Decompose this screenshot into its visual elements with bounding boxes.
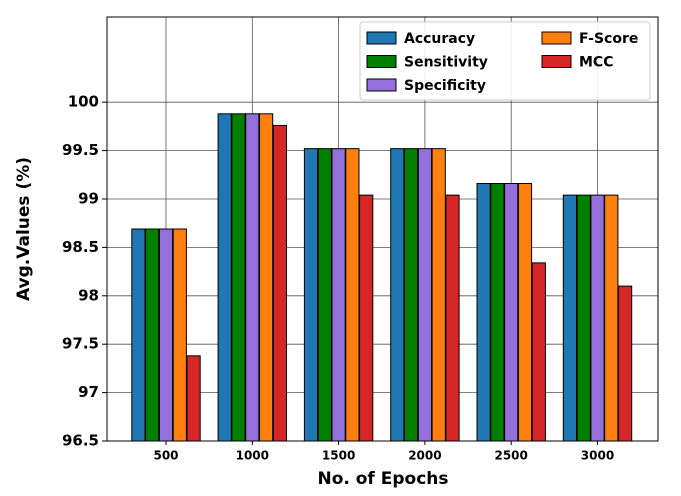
bar <box>531 262 546 442</box>
bar <box>172 228 187 442</box>
bar <box>490 183 505 442</box>
bar <box>245 113 260 442</box>
plot-frame <box>106 16 659 442</box>
bar <box>217 113 232 442</box>
bar <box>604 194 619 442</box>
x-tick-label: 2000 <box>408 449 441 463</box>
bar <box>359 194 374 442</box>
x-tick-label: 500 <box>153 449 178 463</box>
bar <box>562 194 577 442</box>
legend-label: Specificity <box>404 78 486 94</box>
bar <box>390 148 405 442</box>
bar <box>131 228 146 442</box>
bar <box>303 148 319 442</box>
x-tick-label: 2500 <box>494 449 527 463</box>
bar <box>272 124 287 442</box>
x-tick-label: 1500 <box>322 449 355 463</box>
y-tick-label: 98 <box>78 286 99 304</box>
y-tick-label: 96.5 <box>62 432 99 450</box>
y-tick-label: 99.5 <box>62 141 99 159</box>
bar <box>317 148 332 442</box>
bar <box>331 148 346 442</box>
legend-swatch <box>366 31 397 45</box>
bar <box>145 228 160 442</box>
y-tick-label: 97 <box>78 383 99 401</box>
bar <box>431 148 446 442</box>
bar <box>417 148 432 442</box>
bar <box>476 183 491 442</box>
bar <box>504 183 519 442</box>
legend-box <box>359 21 651 101</box>
legend-label: F-Score <box>579 31 638 47</box>
bar <box>186 355 201 442</box>
bar <box>345 148 360 442</box>
bar <box>231 113 246 442</box>
bar <box>618 285 633 442</box>
bar <box>576 194 591 442</box>
x-tick-label: 3000 <box>581 449 614 463</box>
bar <box>259 113 274 442</box>
y-tick-label: 99 <box>78 189 99 207</box>
bar <box>158 228 174 442</box>
legend-label: MCC <box>579 55 613 71</box>
bar <box>404 148 419 442</box>
bar <box>590 194 605 442</box>
legend-swatch <box>366 55 397 68</box>
x-axis-label: No. of Epochs <box>317 469 448 489</box>
bar <box>517 183 533 442</box>
legend: Accuracy Sensitivity Specificity F-Score MCC <box>359 21 651 101</box>
y-tick-label: 98.5 <box>62 238 99 256</box>
x-tick-label: 1000 <box>236 449 269 463</box>
y-axis-label: Avg.Values (%) <box>14 157 34 301</box>
legend-swatch <box>541 55 572 68</box>
legend-label: Accuracy <box>404 31 475 47</box>
y-tick-label: 100 <box>68 93 99 111</box>
bar <box>445 194 460 442</box>
legend-swatch <box>541 31 572 45</box>
y-tick-label: 97.5 <box>62 335 99 353</box>
legend-label: Sensitivity <box>404 55 488 71</box>
legend-swatch <box>366 78 397 92</box>
